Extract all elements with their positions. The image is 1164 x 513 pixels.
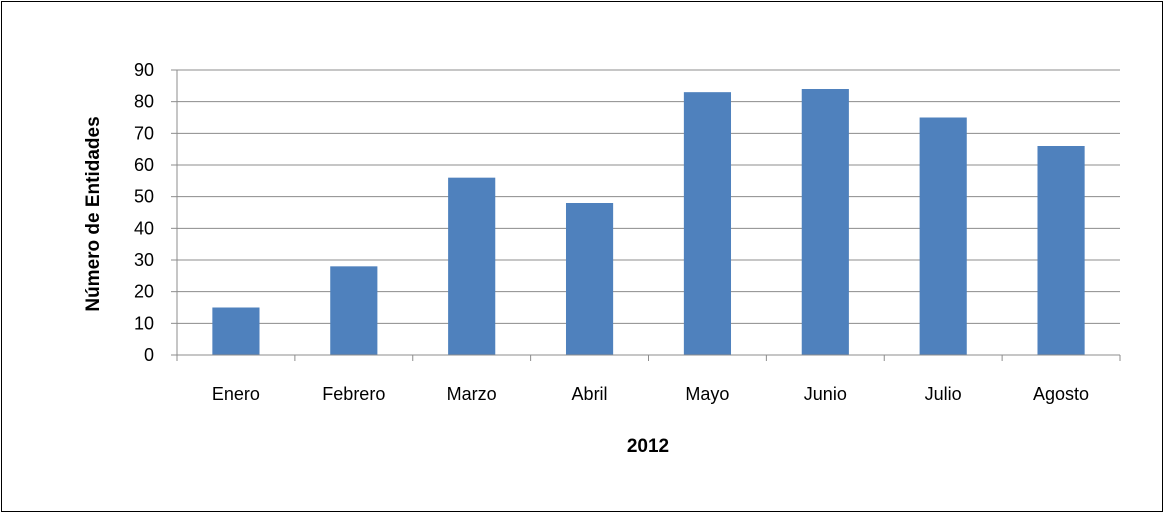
y-tick-label: 60: [134, 155, 154, 175]
x-axis-title: 2012: [627, 436, 669, 457]
bars: [212, 89, 1085, 356]
bar-febrero: [330, 266, 378, 355]
y-tick-label: 50: [134, 187, 154, 207]
y-tick-label: 90: [134, 60, 154, 80]
x-tick-label: Junio: [804, 384, 847, 404]
y-tick-label: 70: [134, 123, 154, 143]
x-tick-label: Agosto: [1033, 384, 1089, 404]
y-tick-label: 0: [144, 345, 154, 365]
x-tick-label: Mayo: [685, 384, 729, 404]
axes: [171, 69, 1121, 361]
y-axis-title: Número de Entidades: [83, 116, 104, 311]
y-tick-label: 20: [134, 282, 154, 302]
x-tick-label: Abril: [572, 384, 608, 404]
bar-agosto: [1037, 146, 1085, 355]
y-tick-label: 80: [134, 92, 154, 112]
bar-junio: [801, 89, 849, 355]
x-tick-label: Marzo: [447, 384, 497, 404]
y-tick-label: 30: [134, 250, 154, 270]
x-tick-label: Febrero: [322, 384, 385, 404]
y-tick-label: 10: [134, 313, 154, 333]
bar-abril: [565, 203, 614, 355]
x-tick-label: Enero: [212, 384, 260, 404]
bar-mayo: [683, 92, 732, 356]
gridlines: [177, 69, 1120, 324]
bar-marzo: [448, 177, 496, 355]
bar-enero: [212, 307, 260, 355]
bar-julio: [919, 117, 967, 355]
y-tick-labels: 0 10 20 30 40 50 60 70 80 90: [134, 60, 154, 365]
x-tick-label: Julio: [925, 384, 962, 404]
x-tick-labels: Enero Febrero Marzo Abril Mayo Junio Julio Agos…: [212, 384, 1089, 404]
y-tick-label: 40: [134, 218, 154, 238]
